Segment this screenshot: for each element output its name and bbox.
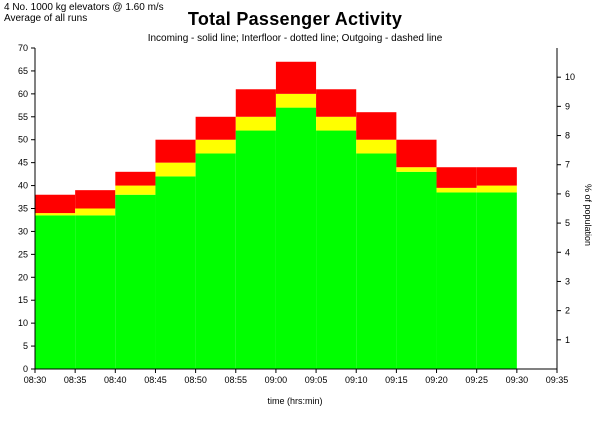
- bar-interfloor-0845: [155, 162, 196, 177]
- y-tick-label-5: 5: [23, 341, 28, 351]
- x-axis-label: time (hrs:min): [267, 396, 322, 406]
- y-tick-label-50: 50: [18, 135, 28, 145]
- x-tick-label-0920: 09:20: [425, 375, 448, 385]
- y2-tick-label-4: 4: [565, 247, 570, 257]
- bar-outgoing-0840: [115, 171, 156, 186]
- bar-incoming-0855: [235, 130, 276, 369]
- x-tick-label-0840: 08:40: [104, 375, 127, 385]
- x-tick-label-0915: 09:15: [385, 375, 408, 385]
- bar-incoming-0900: [275, 107, 317, 370]
- elevator-config-label: 4 No. 1000 kg elevators @ 1.60 m/s: [4, 2, 164, 13]
- x-tick-label-0845: 08:45: [144, 375, 167, 385]
- x-tick-label-0930: 09:30: [506, 375, 529, 385]
- bar-incoming-0905: [316, 130, 357, 369]
- axes-layer: 0510152025303540455055606570123456789100…: [18, 43, 575, 385]
- bar-outgoing-0835: [75, 190, 116, 209]
- y-tick-label-60: 60: [18, 89, 28, 99]
- bar-outgoing-0900: [275, 61, 317, 94]
- bar-interfloor-0910: [356, 139, 397, 154]
- y-tick-label-0: 0: [23, 364, 28, 374]
- bar-outgoing-0855: [235, 89, 276, 117]
- bar-incoming-0925: [476, 192, 517, 369]
- bars-layer: [35, 61, 517, 370]
- average-runs-label: Average of all runs: [4, 13, 88, 24]
- bar-interfloor-0900: [275, 93, 317, 108]
- bar-outgoing-0830: [35, 194, 76, 214]
- y-tick-label-35: 35: [18, 204, 28, 214]
- bar-incoming-0850: [195, 153, 236, 369]
- x-tick-label-0900: 09:00: [265, 375, 288, 385]
- y-tick-label-10: 10: [18, 318, 28, 328]
- y-tick-label-25: 25: [18, 249, 28, 259]
- y2-tick-label-7: 7: [565, 160, 570, 170]
- bar-outgoing-0910: [356, 112, 397, 140]
- bar-interfloor-0905: [316, 116, 357, 131]
- y2-tick-label-5: 5: [565, 218, 570, 228]
- bar-interfloor-0830: [35, 213, 76, 216]
- y-tick-label-15: 15: [18, 295, 28, 305]
- x-tick-label-0850: 08:50: [184, 375, 207, 385]
- x-tick-label-0855: 08:55: [225, 375, 248, 385]
- y2-tick-label-10: 10: [565, 72, 575, 82]
- bar-interfloor-0920: [436, 187, 477, 193]
- y2-tick-label-9: 9: [565, 101, 570, 111]
- bar-interfloor-0925: [476, 185, 517, 193]
- bar-interfloor-0840: [115, 185, 156, 195]
- y-tick-label-70: 70: [18, 43, 28, 53]
- y2-tick-label-2: 2: [565, 306, 570, 316]
- bar-incoming-0830: [35, 215, 76, 369]
- chart-title: Total Passenger Activity: [187, 9, 403, 29]
- bar-outgoing-0905: [316, 89, 357, 117]
- bar-incoming-0845: [155, 176, 196, 369]
- bar-outgoing-0920: [436, 167, 477, 188]
- bar-incoming-0920: [436, 192, 477, 369]
- x-tick-label-0910: 09:10: [345, 375, 368, 385]
- bar-interfloor-0850: [195, 139, 236, 154]
- y-tick-label-45: 45: [18, 158, 28, 168]
- bar-outgoing-0925: [476, 167, 517, 186]
- x-tick-label-0830: 08:30: [24, 375, 47, 385]
- x-tick-label-0835: 08:35: [64, 375, 87, 385]
- y-tick-label-65: 65: [18, 66, 28, 76]
- y-tick-label-20: 20: [18, 272, 28, 282]
- bar-incoming-0915: [396, 171, 437, 369]
- bar-interfloor-0835: [75, 208, 116, 216]
- x-tick-label-0905: 09:05: [305, 375, 328, 385]
- bar-outgoing-0850: [195, 116, 236, 140]
- y2-tick-label-6: 6: [565, 189, 570, 199]
- y-tick-label-55: 55: [18, 112, 28, 122]
- y-tick-label-30: 30: [18, 226, 28, 236]
- x-tick-label-0935: 09:35: [546, 375, 569, 385]
- bar-incoming-0835: [75, 215, 116, 369]
- y-tick-label-40: 40: [18, 181, 28, 191]
- y2-tick-label-8: 8: [565, 131, 570, 141]
- bar-incoming-0840: [115, 194, 156, 369]
- bar-outgoing-0845: [155, 139, 196, 163]
- bar-outgoing-0915: [396, 139, 437, 168]
- y2-tick-label-1: 1: [565, 335, 570, 345]
- y2-tick-label-3: 3: [565, 276, 570, 286]
- x-tick-label-0925: 09:25: [465, 375, 488, 385]
- bar-interfloor-0915: [396, 167, 437, 172]
- y-axis-right-label: % of population: [583, 184, 593, 246]
- bar-interfloor-0855: [235, 116, 276, 131]
- chart-subtitle: Incoming - solid line; Interfloor - dott…: [147, 33, 443, 44]
- bar-incoming-0910: [356, 153, 397, 369]
